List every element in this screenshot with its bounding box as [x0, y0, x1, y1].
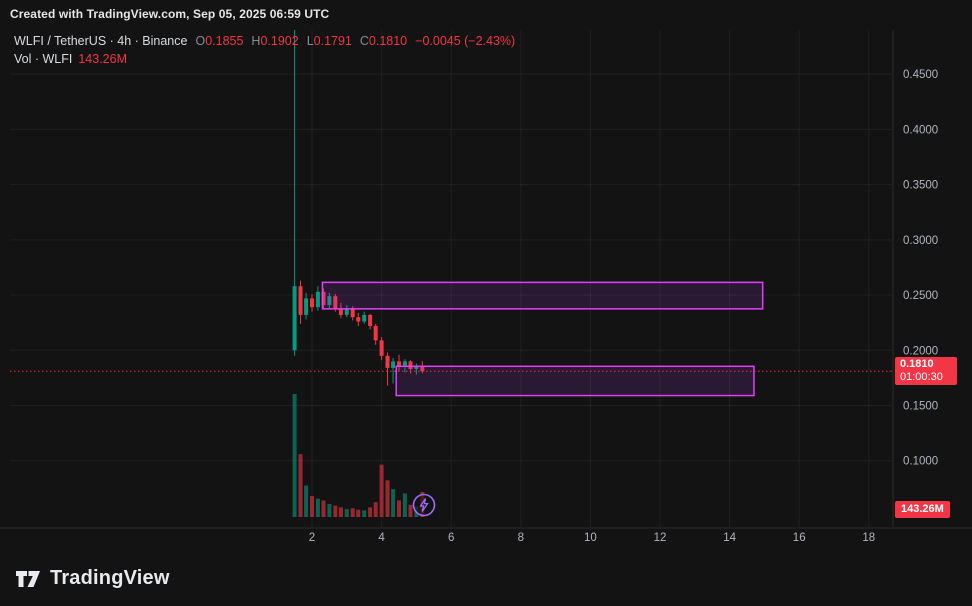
volume-bar: [385, 480, 390, 517]
x-axis-label[interactable]: 6: [448, 532, 454, 544]
ohlc-high: H0.1902: [251, 34, 299, 48]
candle-body: [362, 314, 367, 322]
candle-body: [414, 366, 419, 370]
volume-bar: [350, 508, 355, 517]
volume-axis-badge: 143.26M: [895, 501, 950, 518]
volume-bar: [338, 507, 343, 517]
x-axis-label[interactable]: 2: [309, 532, 315, 544]
x-axis-label[interactable]: 4: [378, 532, 385, 544]
volume-bar: [402, 493, 407, 517]
candle-body: [356, 317, 361, 322]
rectangle-drawing[interactable]: [395, 365, 755, 397]
volume-bar: [315, 498, 320, 517]
volume-bar: [362, 510, 367, 517]
ohlc-low: L0.1791: [306, 34, 352, 48]
x-axis-label[interactable]: 14: [723, 532, 736, 544]
candle-body: [402, 361, 407, 366]
volume-bar: [321, 500, 326, 517]
y-axis-label[interactable]: 0.1500: [903, 401, 938, 413]
candle-body: [408, 361, 413, 370]
candle-body: [344, 308, 349, 315]
candle-body: [298, 286, 303, 315]
candle-body: [368, 314, 373, 326]
bar-countdown: 01:00:30: [900, 371, 943, 384]
volume-bar: [344, 509, 349, 517]
volume-bar: [373, 502, 378, 517]
volume-bar: [397, 500, 401, 517]
candle-body: [397, 361, 401, 366]
y-axis-label[interactable]: 0.2500: [903, 290, 938, 302]
candle-body: [304, 298, 309, 315]
price-chart-canvas[interactable]: 0.4500 0.4000 0.3500 0.3000 0.2500 0.2000 0.15…: [0, 0, 972, 552]
symbol-title[interactable]: WLFI / TetherUS · 4h · Binance: [14, 34, 188, 48]
volume-value: 143.26M: [78, 52, 127, 66]
volume-bar: [408, 504, 413, 517]
lightning-bolt-icon: [412, 493, 436, 517]
y-axis-label[interactable]: 0.3000: [903, 235, 938, 247]
volume-bar: [356, 509, 361, 517]
candle-body: [321, 291, 326, 306]
volume-bar: [391, 489, 396, 517]
candle-body: [327, 296, 332, 306]
ohlc-close: C0.1810: [359, 34, 408, 48]
candle-body: [379, 340, 384, 356]
volume-bar: [298, 454, 303, 517]
y-axis-label[interactable]: 0.3500: [903, 180, 938, 192]
candle-body: [391, 361, 396, 368]
price-change: −0.0045 (−2.43%): [415, 34, 516, 48]
y-axis-label[interactable]: 0.4000: [903, 124, 938, 136]
volume-bar: [327, 503, 332, 517]
volume-bar: [333, 505, 338, 517]
ohlc-open: O0.1855: [195, 34, 244, 48]
x-axis-label[interactable]: 12: [654, 532, 667, 544]
tradingview-mark-icon: [16, 571, 40, 587]
volume-bar: [310, 496, 314, 517]
volume-bar: [304, 485, 309, 517]
candle-body: [420, 366, 425, 372]
y-axis-label[interactable]: 0.1000: [903, 456, 938, 468]
candle-body: [310, 298, 314, 308]
candle-body: [292, 286, 297, 351]
symbol-legend: WLFI / TetherUS · 4h · Binance O0.1855 H…: [14, 34, 515, 70]
candle-body: [373, 325, 378, 341]
legend-ohlc-row: WLFI / TetherUS · 4h · Binance O0.1855 H…: [14, 34, 515, 48]
x-axis-label[interactable]: 16: [793, 532, 806, 544]
volume-bar: [368, 507, 373, 517]
candle-body: [315, 291, 320, 308]
volume-bar: [379, 464, 384, 517]
y-axis-label[interactable]: 0.4500: [903, 69, 938, 81]
y-axis-label[interactable]: 0.2000: [903, 345, 938, 357]
flash-icon[interactable]: [411, 492, 437, 518]
candle-body: [385, 355, 390, 368]
volume-bar: [292, 394, 297, 517]
last-price-badge: 0.1810 01:00:30: [895, 357, 957, 386]
candle-body: [333, 296, 338, 309]
footer-bar: TradingView: [0, 552, 972, 606]
candle-body: [350, 308, 355, 318]
tradingview-wordmark: TradingView: [50, 566, 170, 589]
legend-volume-row: Vol · WLFI 143.26M: [14, 52, 515, 66]
x-axis-label[interactable]: 18: [862, 532, 875, 544]
attribution-text: Created with TradingView.com, Sep 05, 20…: [10, 7, 330, 21]
x-axis-label[interactable]: 8: [518, 532, 524, 544]
tradingview-logo[interactable]: TradingView: [14, 564, 972, 592]
last-price: 0.1810: [900, 358, 934, 371]
volume-label: Vol · WLFI: [14, 52, 73, 66]
rectangle-drawing[interactable]: [321, 281, 764, 310]
candle-body: [338, 308, 343, 315]
x-axis-label[interactable]: 10: [584, 532, 597, 544]
